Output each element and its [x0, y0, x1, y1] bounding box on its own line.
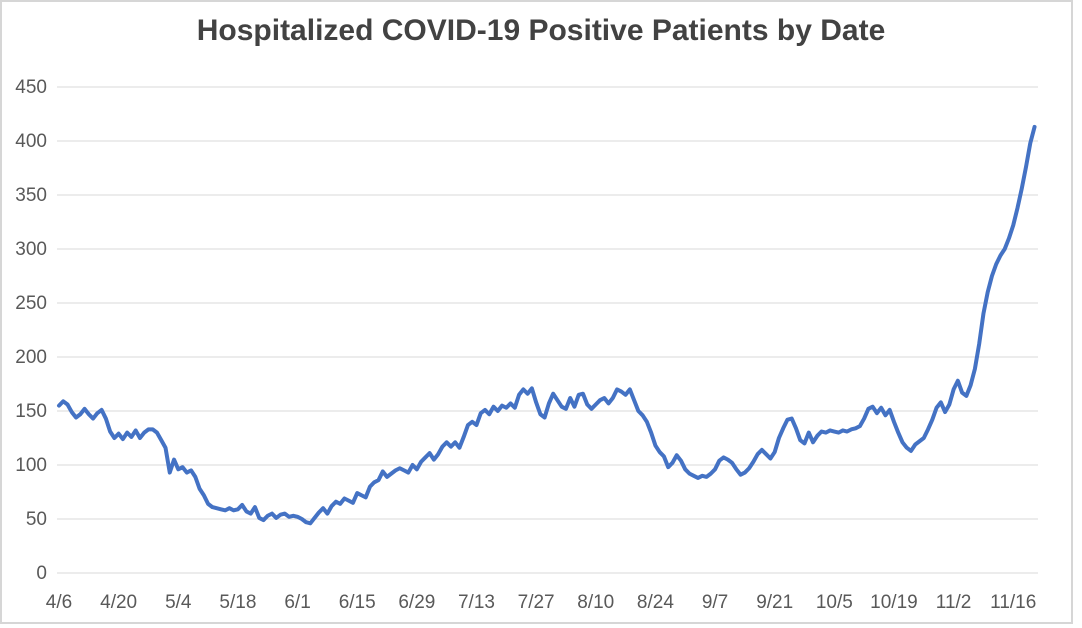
x-axis-label: 5/18 [219, 592, 256, 613]
y-axis-label: 350 [15, 185, 47, 206]
x-axis-label: 5/4 [165, 592, 192, 613]
y-axis-label: 250 [15, 293, 47, 314]
x-axis-label: 9/7 [702, 592, 728, 613]
x-axis-label: 7/27 [518, 592, 555, 613]
y-axis-label: 0 [36, 563, 47, 584]
x-axis-label: 6/15 [339, 592, 376, 613]
y-axis-label: 300 [15, 239, 47, 260]
x-axis-label: 8/24 [637, 592, 674, 613]
x-axis-label: 6/29 [398, 592, 435, 613]
data-series-line [57, 124, 1037, 526]
y-axis-label: 100 [15, 455, 47, 476]
x-axis-label: 4/6 [46, 592, 72, 613]
x-axis-label: 4/20 [100, 592, 137, 613]
y-axis-label: 150 [15, 401, 47, 422]
x-axis-label: 10/19 [870, 592, 918, 613]
x-axis-label: 8/10 [577, 592, 614, 613]
x-axis-label: 7/13 [458, 592, 495, 613]
x-axis-label: 10/5 [816, 592, 853, 613]
x-axis-label: 9/21 [756, 592, 793, 613]
x-axis-label: 11/2 [936, 592, 972, 613]
y-axis-label: 450 [15, 77, 47, 98]
x-axis-label: 6/1 [284, 592, 310, 613]
y-axis-label: 50 [26, 509, 47, 530]
chart-title: Hospitalized COVID-19 Positive Patients … [196, 14, 886, 47]
y-axis-label: 200 [15, 347, 47, 368]
x-axis-label: 11/16 [990, 592, 1036, 613]
y-axis-label: 400 [15, 131, 47, 152]
